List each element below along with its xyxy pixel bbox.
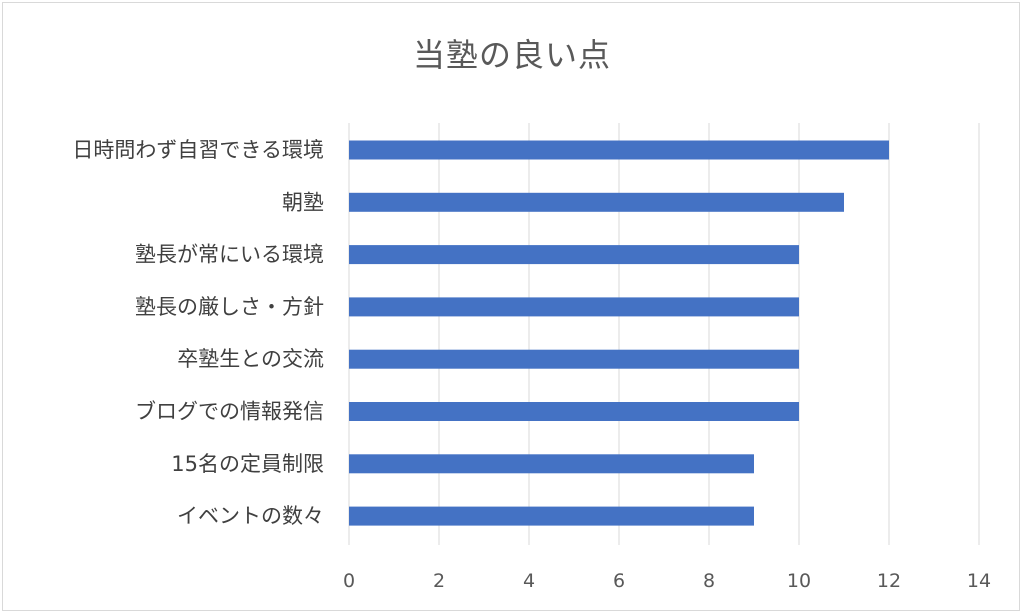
category-labels: 日時問わず自習できる環境朝塾塾長が常にいる環境塾長の厳しさ・方針卒塾生との交流ブ… [72, 138, 324, 528]
chart-title: 当塾の良い点 [412, 36, 611, 74]
category-label: 日時問わず自習できる環境 [72, 138, 324, 162]
bar-4 [349, 349, 799, 369]
x-tick-labels: 0 2 4 6 8 10 12 14 [343, 570, 991, 592]
bar-6 [349, 454, 754, 474]
category-label: 塾長が常にいる環境 [135, 243, 324, 267]
bar-3 [349, 297, 799, 317]
category-label: 朝塾 [282, 190, 324, 214]
category-label: 卒塾生との交流 [177, 347, 324, 371]
x-tick-label: 6 [613, 570, 625, 592]
x-tick-label: 4 [523, 570, 535, 592]
bar-7 [349, 506, 754, 526]
bars [349, 140, 889, 526]
bar-1 [349, 192, 844, 212]
x-tick-label: 0 [343, 570, 355, 592]
x-tick-label: 10 [787, 570, 811, 592]
bar-2 [349, 245, 799, 265]
category-label: 15名の定員制限 [171, 452, 324, 476]
x-tick-label: 12 [877, 570, 901, 592]
category-label: イベントの数々 [177, 504, 324, 528]
x-tick-label: 8 [703, 570, 715, 592]
bar-0 [349, 140, 889, 160]
category-label: ブログでの情報発信 [135, 400, 324, 424]
x-tick-label: 2 [433, 570, 445, 592]
category-label: 塾長の厳しさ・方針 [135, 295, 324, 319]
bar-5 [349, 402, 799, 421]
x-tick-label: 14 [967, 570, 991, 592]
gridlines [348, 123, 980, 545]
